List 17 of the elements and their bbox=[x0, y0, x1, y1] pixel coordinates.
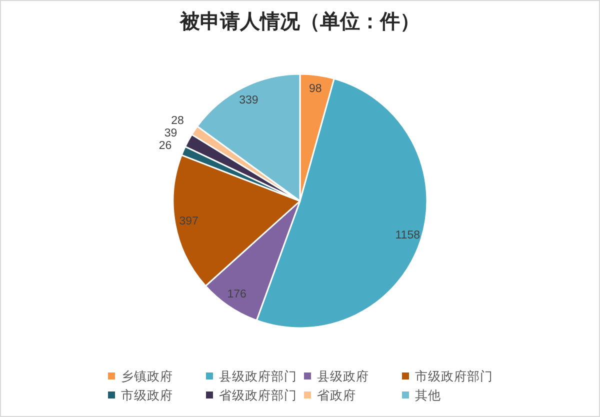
legend-label: 省级政府部门 bbox=[219, 388, 297, 402]
data-label: 339 bbox=[239, 94, 258, 106]
data-label: 39 bbox=[164, 127, 178, 140]
data-label: 1158 bbox=[395, 230, 420, 242]
data-label: 98 bbox=[308, 83, 322, 96]
data-label: 176 bbox=[227, 288, 246, 301]
legend-label: 市级政府 bbox=[121, 388, 173, 402]
data-label: 397 bbox=[179, 215, 198, 228]
legend-label: 县级政府部门 bbox=[219, 368, 297, 384]
chart-title: 被申请人情况（单位：件） bbox=[179, 9, 420, 33]
data-label: 28 bbox=[171, 114, 184, 127]
data-label: 26 bbox=[158, 140, 172, 152]
legend-label: 乡镇政府 bbox=[121, 368, 173, 384]
legend-label: 其他 bbox=[415, 388, 441, 402]
legend-label: 县级政府 bbox=[317, 368, 369, 384]
legend-label: 省政府 bbox=[317, 388, 356, 402]
legend-label: 市级政府部门 bbox=[415, 368, 493, 384]
